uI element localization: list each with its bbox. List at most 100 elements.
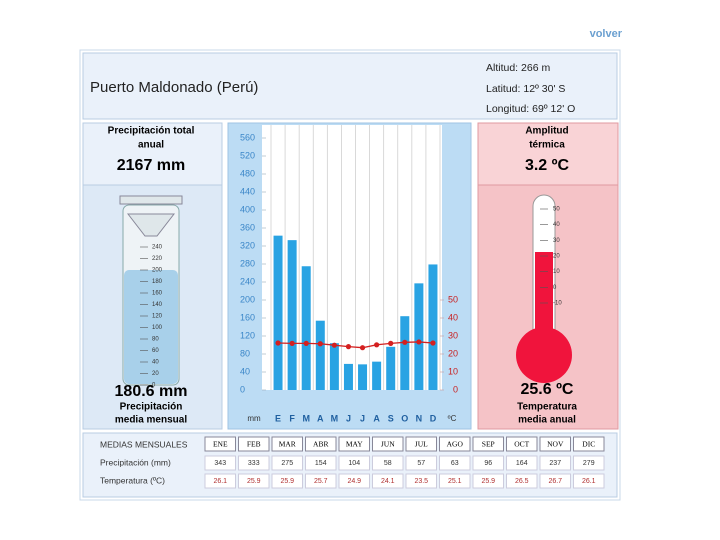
y2-tick-label: 50	[448, 294, 458, 304]
cell-value: 57	[417, 460, 425, 467]
temperature-point	[331, 342, 337, 348]
thermo-tick-label: 10	[553, 269, 560, 275]
cell	[439, 455, 471, 471]
thermometer-fluid	[535, 252, 553, 352]
cell	[271, 455, 303, 471]
bar	[329, 343, 339, 390]
bar	[315, 320, 325, 390]
back-link[interactable]: volver	[590, 28, 623, 40]
cell-value: 279	[583, 460, 595, 467]
temperature-point	[359, 345, 366, 351]
bar	[343, 363, 353, 390]
cell	[472, 455, 504, 471]
gauge-tick-label: 140	[152, 302, 163, 308]
x-tick-label: J	[346, 413, 351, 423]
month-header: MAR	[279, 440, 296, 449]
temp-mean-label: Temperatura	[517, 402, 577, 413]
row-label: Precipitación (mm)	[100, 457, 171, 467]
cell	[338, 473, 370, 489]
y-tick-label: 400	[240, 204, 255, 214]
cell	[372, 455, 404, 471]
total-label: Precipitación total	[108, 126, 195, 137]
cell	[204, 455, 236, 471]
temperature-point	[303, 340, 309, 346]
mean-label: Precipitación	[120, 402, 183, 413]
y2-tick-label: 20	[448, 348, 458, 358]
gauge-tick-label: 80	[152, 337, 159, 343]
y-tick-label: 520	[240, 150, 255, 160]
x-tick-label: A	[317, 413, 324, 423]
cell-value: 237	[549, 460, 561, 467]
month-header: JUN	[381, 440, 395, 449]
gauge-tick-label: 200	[152, 268, 163, 274]
x-tick-label: F	[289, 413, 295, 423]
cell	[338, 455, 370, 471]
y2-tick-label: 0	[453, 384, 458, 394]
cell	[372, 473, 404, 489]
month-header: ENE	[213, 440, 228, 449]
y-tick-label: 560	[240, 132, 255, 142]
gauge-funnel	[119, 195, 183, 237]
range-value: 3.2 ºC	[525, 157, 570, 174]
header-cell	[204, 436, 236, 452]
y-tick-label: 160	[240, 312, 255, 322]
x-tick-label: M	[331, 413, 339, 423]
temp-mean-label: media anual	[518, 415, 576, 426]
cell	[238, 455, 270, 471]
temperature-point	[402, 339, 408, 345]
x-tick-label: O	[401, 413, 408, 423]
bar	[372, 361, 382, 390]
header-cell	[271, 436, 303, 452]
gauge-tick-label: 20	[152, 371, 159, 377]
x-tick-label: M	[302, 413, 310, 423]
thermometer-bulb	[516, 327, 572, 383]
gauge-tick-label: 100	[152, 325, 163, 331]
cell	[238, 473, 270, 489]
mean-value: 180.6 mm	[115, 383, 188, 400]
bar	[414, 283, 424, 390]
cell-value: 154	[315, 460, 327, 467]
cell-value: 58	[384, 460, 392, 467]
right-top	[477, 122, 619, 186]
y-tick-label: 320	[240, 240, 255, 250]
bar	[287, 240, 297, 390]
x-tick-label: J	[360, 413, 365, 423]
gauge-tick-label: 0	[152, 383, 156, 389]
cell-value: 25.9	[481, 478, 495, 485]
cell-value: 24.1	[381, 478, 395, 485]
row-label: Temperatura (ºC)	[100, 475, 165, 485]
temperature-point	[374, 342, 380, 348]
gauge-tick-label: 60	[152, 348, 159, 354]
cell-value: 25.1	[448, 478, 462, 485]
bar	[358, 364, 368, 390]
header	[82, 52, 618, 120]
cell	[573, 473, 605, 489]
cell	[305, 473, 337, 489]
gauge-tick-label: 220	[152, 256, 163, 262]
cell	[271, 473, 303, 489]
header-cell	[238, 436, 270, 452]
table-title: MEDIAS MENSUALES	[100, 439, 188, 449]
header-cell	[372, 436, 404, 452]
temperature-point	[345, 344, 352, 350]
month-header: SEP	[482, 440, 495, 449]
cell	[506, 455, 538, 471]
temperature-point	[289, 340, 295, 346]
cell-value: 25.9	[280, 478, 294, 485]
x-tick-label: S	[388, 413, 394, 423]
cell	[305, 455, 337, 471]
month-header: NOV	[547, 440, 564, 449]
mean-label: media mensual	[115, 415, 187, 426]
y-tick-label: 120	[240, 330, 255, 340]
temperature-point	[388, 340, 394, 346]
cell-value: 26.7	[548, 478, 562, 485]
cell-value: 164	[516, 460, 528, 467]
thermo-tick-label: 30	[553, 238, 560, 244]
x-tick-label: E	[275, 413, 281, 423]
range-label: térmica	[529, 140, 565, 151]
cell-value: 333	[248, 460, 260, 467]
bar	[301, 266, 311, 390]
y-unit: mm	[247, 414, 261, 423]
cell	[439, 473, 471, 489]
month-header: JUL	[415, 440, 428, 449]
